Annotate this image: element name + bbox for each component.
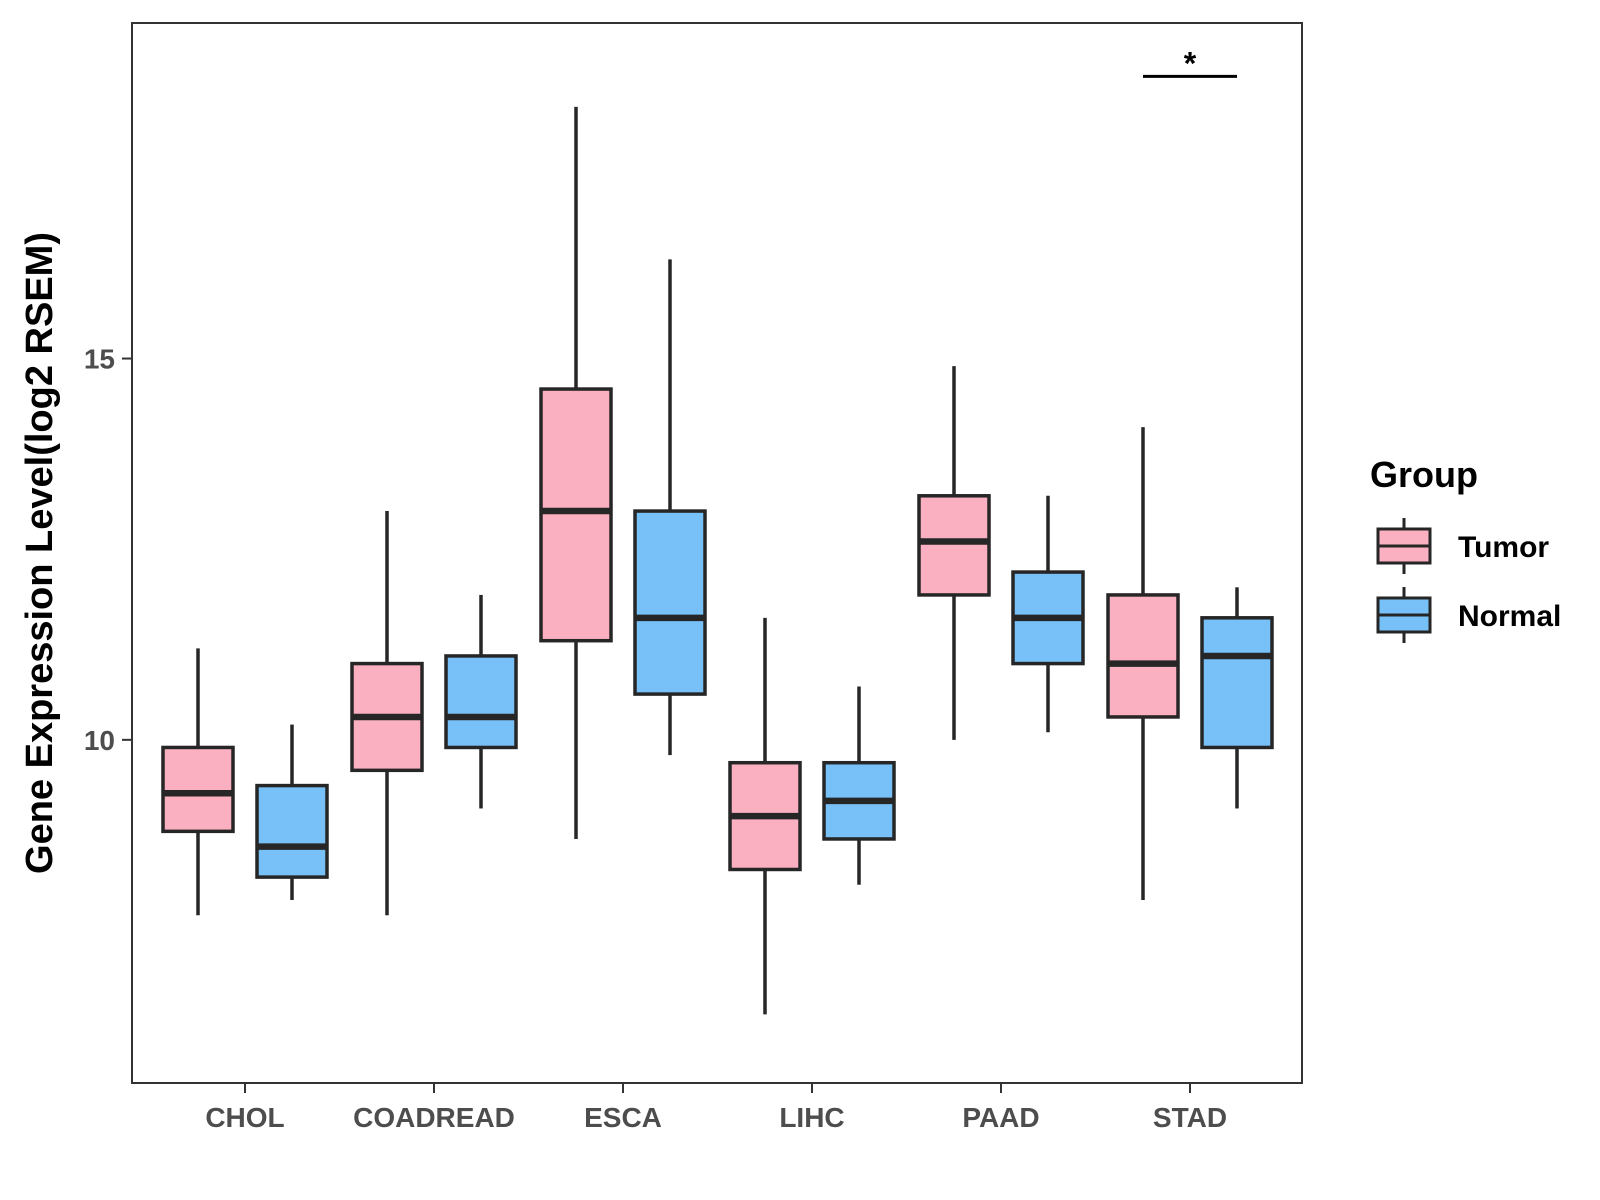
legend: Group Tumor Normal — [1370, 454, 1561, 643]
legend-items: Tumor Normal — [1376, 518, 1561, 643]
box-tumor-stad — [1106, 427, 1180, 900]
y-axis: 10 15 — [84, 344, 132, 756]
legend-label: Normal — [1458, 600, 1561, 633]
box-normal-chol — [255, 724, 329, 900]
box-body — [161, 745, 235, 834]
box-normal-paad — [1011, 495, 1085, 733]
box-tumor-chol — [161, 648, 235, 916]
box-body — [444, 654, 518, 750]
x-tick-label: LIHC — [779, 1102, 844, 1133]
x-tick-label: PAAD — [962, 1102, 1039, 1133]
box-body — [633, 509, 707, 696]
x-tick-label: STAD — [1153, 1102, 1227, 1133]
legend-item-normal: Normal — [1376, 587, 1561, 643]
box-series — [161, 106, 1274, 1015]
y-tick-label: 10 — [84, 725, 115, 756]
x-tick-label: ESCA — [584, 1102, 662, 1133]
box-normal-esca — [633, 259, 707, 756]
x-tick-label: COADREAD — [353, 1102, 515, 1133]
legend-title: Group — [1370, 454, 1478, 495]
significance-annotations: * — [1143, 45, 1237, 81]
box-tumor-paad — [917, 366, 991, 740]
box-normal-stad — [1200, 587, 1274, 809]
box-body — [539, 387, 613, 643]
y-axis-title: Gene Expression Level(log2 RSEM) — [19, 232, 61, 874]
box-body — [255, 783, 329, 879]
legend-item-tumor: Tumor — [1376, 518, 1549, 574]
box-tumor-esca — [539, 106, 613, 839]
x-axis: CHOL COADREAD ESCA LIHC PAAD STAD — [205, 1083, 1227, 1133]
significance-label: * — [1184, 45, 1197, 81]
plot-panel — [131, 22, 1303, 1084]
box-tumor-coadread — [350, 511, 424, 916]
box-normal-lihc — [822, 686, 896, 885]
box-body — [1106, 593, 1180, 719]
box-body — [1200, 616, 1274, 750]
legend-label: Tumor — [1458, 531, 1549, 564]
box-normal-coadread — [444, 594, 518, 809]
y-tick-label: 15 — [84, 344, 115, 375]
box-body — [917, 494, 991, 597]
x-tick-label: CHOL — [205, 1102, 284, 1133]
box-tumor-lihc — [728, 617, 802, 1015]
